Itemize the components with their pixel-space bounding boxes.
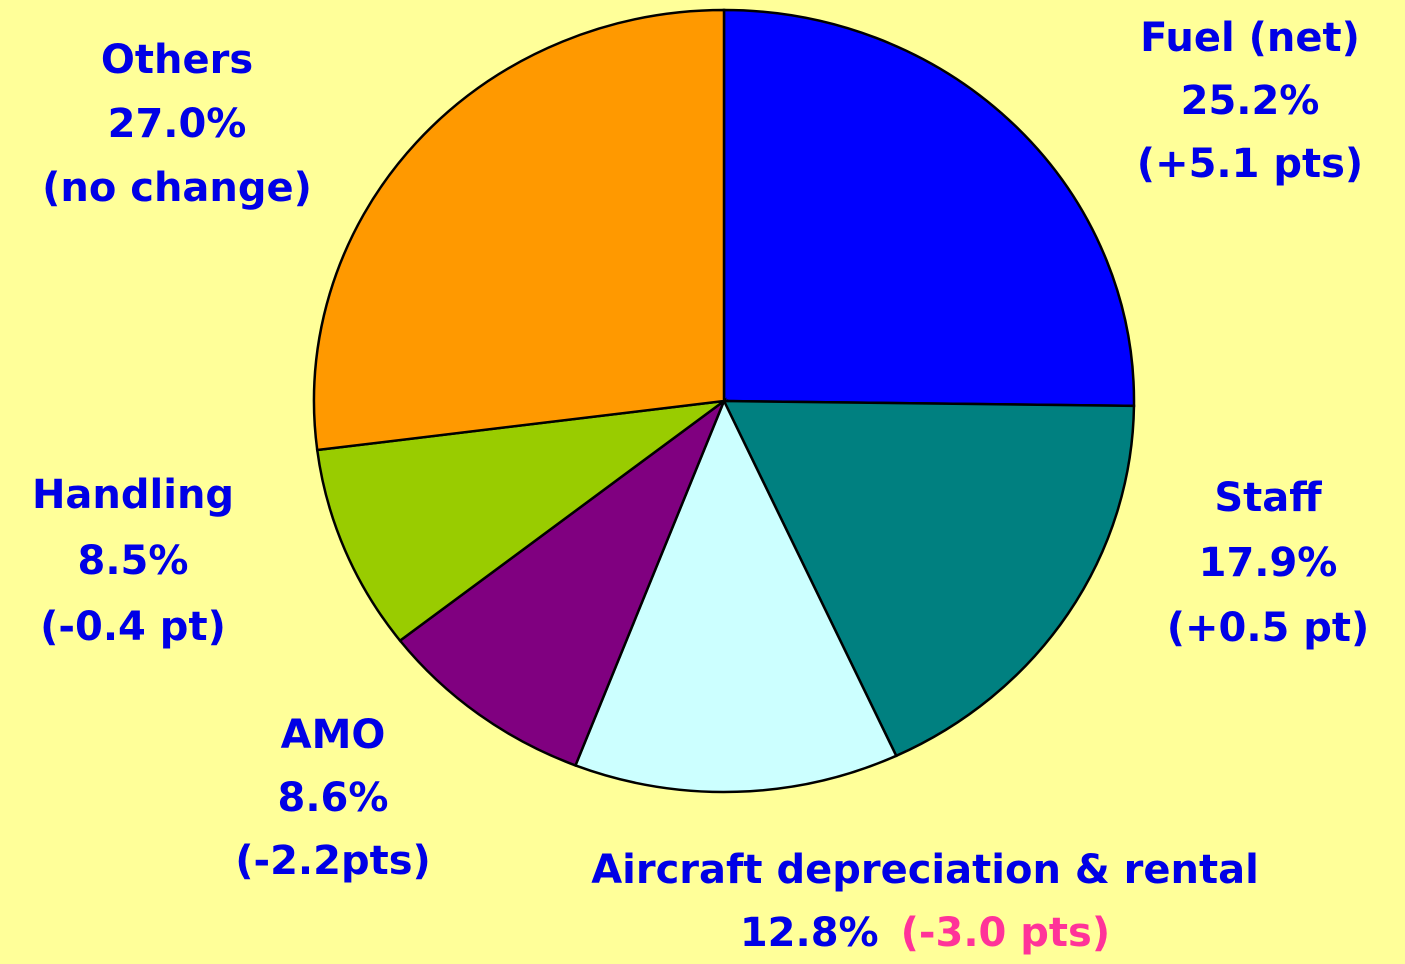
slice-change: (-0.4 pt) (40, 604, 226, 650)
pie-slice (398, 397, 727, 768)
slice-label: Handling (32, 472, 234, 518)
slice-change: (+5.1 pts) (1137, 141, 1363, 187)
pie-slice (315, 399, 729, 643)
pie-slice (721, 399, 1136, 758)
slice-value-label: 8.6% (278, 775, 389, 821)
slice-change: (-3.0 pts) (901, 910, 1111, 956)
pie-slice (722, 8, 1136, 408)
slice-value-line: 12.8% (-3.0 pts) (740, 910, 1110, 956)
slice-change: (+0.5 pt) (1167, 605, 1370, 651)
slice-value-label: 27.0% (108, 101, 247, 147)
slice-value-label: 17.9% (1199, 540, 1338, 586)
slice-change: (no change) (42, 165, 312, 211)
slice-change: (-2.2pts) (235, 838, 431, 884)
slice-label: Others (101, 37, 253, 83)
slice-label: Aircraft depreciation & rental (591, 847, 1259, 893)
slice-value-label: 8.5% (78, 538, 189, 584)
slice-label: AMO (281, 712, 386, 758)
slice-label: Fuel (net) (1140, 15, 1360, 61)
slice-label: Staff (1214, 475, 1322, 521)
slice-value-label: 12.8% (740, 910, 879, 956)
pie-slice (312, 8, 726, 452)
slice-value-label: 25.2% (1181, 78, 1320, 124)
pie-slice (573, 397, 898, 794)
